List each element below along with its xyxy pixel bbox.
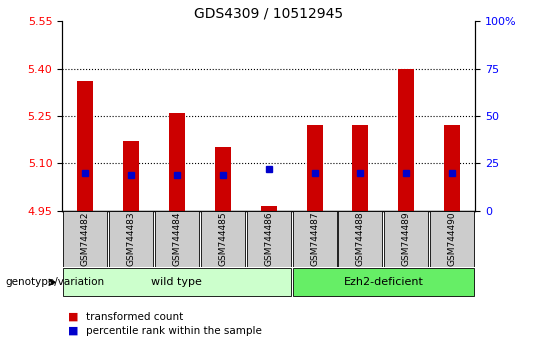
Text: percentile rank within the sample: percentile rank within the sample [86, 326, 262, 336]
Text: ■: ■ [68, 326, 78, 336]
Text: GSM744483: GSM744483 [126, 212, 136, 266]
Bar [353, 125, 368, 211]
Text: wild type: wild type [151, 277, 202, 287]
FancyBboxPatch shape [63, 211, 107, 267]
FancyBboxPatch shape [339, 211, 382, 267]
FancyBboxPatch shape [293, 211, 336, 267]
Bar [444, 125, 460, 211]
Text: GSM744488: GSM744488 [356, 212, 365, 266]
FancyBboxPatch shape [430, 211, 474, 267]
Text: GSM744486: GSM744486 [264, 212, 273, 266]
Text: GSM744482: GSM744482 [80, 212, 90, 266]
Bar [307, 125, 322, 211]
FancyBboxPatch shape [63, 268, 291, 296]
Bar [77, 81, 93, 211]
Bar [215, 148, 231, 211]
Bar [169, 113, 185, 211]
Text: Ezh2-deficient: Ezh2-deficient [343, 277, 423, 287]
FancyBboxPatch shape [247, 211, 291, 267]
Text: GSM744484: GSM744484 [172, 212, 181, 266]
FancyBboxPatch shape [155, 211, 199, 267]
Text: GSM744485: GSM744485 [218, 212, 227, 266]
Text: GSM744490: GSM744490 [448, 212, 457, 266]
FancyBboxPatch shape [201, 211, 245, 267]
Text: transformed count: transformed count [86, 312, 184, 322]
Text: ■: ■ [68, 312, 78, 322]
Title: GDS4309 / 10512945: GDS4309 / 10512945 [194, 6, 343, 20]
Text: GSM744489: GSM744489 [402, 212, 411, 266]
FancyBboxPatch shape [109, 211, 153, 267]
FancyBboxPatch shape [384, 211, 428, 267]
Bar [261, 206, 276, 211]
Text: GSM744487: GSM744487 [310, 212, 319, 266]
FancyBboxPatch shape [293, 268, 474, 296]
Text: genotype/variation: genotype/variation [5, 277, 105, 287]
Bar [399, 69, 414, 211]
Bar [123, 141, 139, 211]
